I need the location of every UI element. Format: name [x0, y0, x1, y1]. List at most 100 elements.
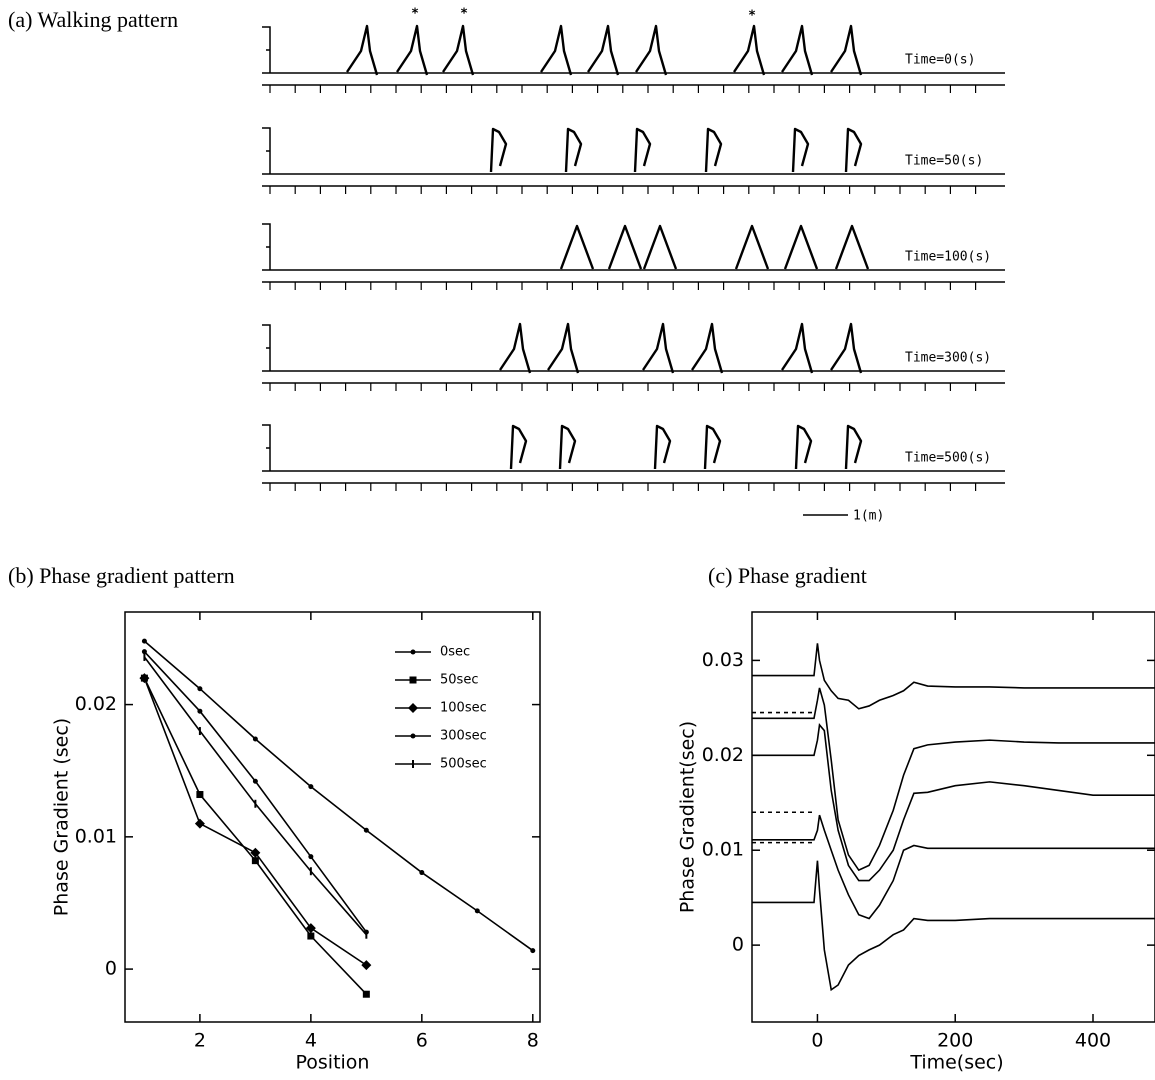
- data-point: [141, 649, 147, 655]
- walker-figure: [559, 224, 595, 270]
- walker-figure: [830, 322, 863, 374]
- data-point: [307, 932, 315, 940]
- annotation: *: [748, 9, 756, 24]
- data-point: [252, 736, 258, 742]
- panel-title: (c) Phase gradient: [708, 563, 867, 588]
- walker-figure: [783, 224, 819, 270]
- height-bracket: [262, 26, 271, 73]
- panel-title: (a) Walking pattern: [8, 7, 178, 32]
- series-line: [143, 677, 367, 966]
- data-point: [362, 990, 370, 998]
- walker-figure: [540, 24, 573, 76]
- data-point: [419, 870, 425, 876]
- data-point: [361, 960, 372, 971]
- walker-figure: [844, 127, 863, 173]
- y-tick-label: 0: [105, 958, 117, 980]
- panel-title: (b) Phase gradient pattern: [8, 563, 235, 588]
- walker-figure: [781, 322, 814, 374]
- data-point: [141, 638, 147, 644]
- y-axis-label: Phase Gradient (sec): [51, 718, 73, 916]
- row-label: Time=50(s): [905, 154, 983, 169]
- x-tick-label: 8: [527, 1030, 539, 1052]
- walker-figure: [642, 322, 675, 374]
- series-line: [752, 723, 1155, 882]
- series-line: [143, 677, 367, 995]
- walker-figure: [499, 322, 532, 374]
- y-tick-label: 0.03: [702, 649, 744, 671]
- data-point: [305, 923, 316, 934]
- walker-figure: [830, 24, 863, 76]
- series-line: [752, 814, 1155, 920]
- data-point: [194, 818, 205, 829]
- walker-figure: [704, 127, 723, 173]
- series-line: [143, 651, 367, 933]
- legend-marker: [409, 676, 417, 684]
- scale-label: 1(m): [853, 509, 884, 524]
- plot-frame: [124, 611, 541, 1023]
- series-line: [143, 656, 367, 936]
- series-line: [143, 640, 534, 952]
- legend-label: 500sec: [440, 757, 487, 772]
- data-point: [252, 778, 258, 784]
- legend-marker: [410, 733, 416, 739]
- data-point: [197, 708, 203, 714]
- data-point: [308, 784, 314, 790]
- data-point: [196, 791, 204, 799]
- x-axis-label: Position: [296, 1052, 370, 1074]
- walker-figure: [564, 127, 583, 173]
- legend-marker: [410, 649, 416, 655]
- walker-figure: [734, 224, 770, 270]
- walker-figure: [558, 424, 577, 470]
- series-line: [752, 860, 1155, 992]
- row-label: Time=500(s): [905, 451, 991, 466]
- y-axis-label: Phase Gradient(sec): [677, 721, 699, 913]
- data-point: [197, 686, 203, 692]
- walker-figure: [346, 24, 379, 76]
- data-point: [250, 847, 261, 858]
- height-bracket: [262, 424, 271, 471]
- legend-label: 100sec: [440, 701, 487, 716]
- height-bracket: [262, 324, 271, 371]
- data-point: [139, 673, 150, 684]
- row-label: Time=0(s): [905, 53, 975, 68]
- annotation: *: [460, 7, 468, 22]
- walker-figure: [781, 24, 814, 76]
- walker-figure: [587, 24, 620, 76]
- height-bracket: [262, 127, 271, 174]
- x-tick-label: 400: [1075, 1030, 1111, 1052]
- walker-figure: [844, 424, 863, 470]
- walker-figure: [635, 24, 668, 76]
- walker-figure: [607, 224, 643, 270]
- series-line: [752, 643, 1155, 710]
- row-label: Time=100(s): [905, 250, 991, 265]
- walker-figure: [642, 224, 678, 270]
- row-label: Time=300(s): [905, 351, 991, 366]
- data-point: [251, 857, 259, 865]
- y-tick-label: 0: [732, 934, 744, 956]
- data-point: [530, 948, 536, 954]
- legend-label: 0sec: [440, 645, 470, 660]
- series-line: [752, 687, 1155, 872]
- walker-figure: [489, 127, 508, 173]
- y-tick-label: 0.01: [702, 839, 744, 861]
- annotation: *: [411, 7, 419, 22]
- walker-figure: [794, 424, 813, 470]
- data-point: [308, 854, 314, 860]
- x-tick-label: 2: [194, 1030, 206, 1052]
- y-tick-label: 0.01: [75, 825, 117, 847]
- legend-marker: [408, 703, 418, 713]
- x-axis-label: Time(sec): [909, 1052, 1003, 1074]
- data-point: [474, 908, 480, 914]
- walker-figure: [834, 224, 870, 270]
- height-bracket: [262, 223, 271, 270]
- walker-figure: [691, 322, 724, 374]
- walker-figure: [396, 24, 429, 76]
- x-tick-label: 0: [811, 1030, 823, 1052]
- walker-figure: [653, 424, 672, 470]
- x-tick-label: 6: [416, 1030, 428, 1052]
- x-tick-label: 4: [305, 1030, 317, 1052]
- y-tick-label: 0.02: [75, 693, 117, 715]
- legend-label: 300sec: [440, 729, 487, 744]
- walker-figure: [442, 24, 475, 76]
